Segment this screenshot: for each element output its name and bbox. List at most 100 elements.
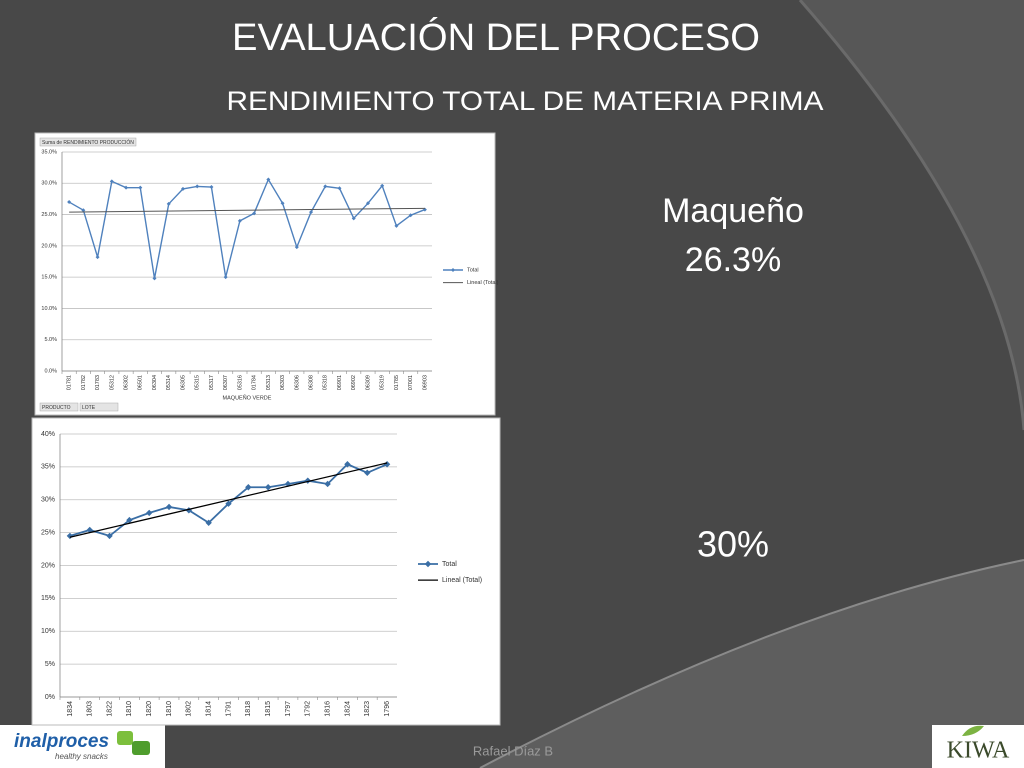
data-point [126,516,133,524]
data-point [223,275,228,280]
x-tick-label: 1803 [87,701,94,717]
y-tick-label: 20.0% [41,243,57,249]
x-tick-label: 1820 [146,701,153,717]
footer: Rafael Díaz B [473,743,553,758]
x-tick-label: 01782 [81,375,87,390]
data-point [324,480,331,488]
data-point [380,183,385,188]
data-point [309,210,314,215]
field-button [79,402,119,412]
data-point [225,500,232,507]
chart-area [31,417,501,726]
logo-icon [132,741,150,755]
x-tick-label: 01781 [67,375,73,390]
data-point [294,245,299,250]
data-point [124,185,129,190]
data-point [165,503,173,511]
legend-label: Lineal (Total) [442,577,482,584]
background-arc-edge [479,559,1024,768]
field-label: PRODUCTO [42,405,71,411]
data-point [138,185,143,190]
logo-tagline: healthy snacks [55,752,108,761]
x-tick-label: 1814 [206,701,213,717]
x-tick-label: 01783 [95,375,101,390]
x-tick-label: 1824 [344,701,351,717]
x-tick-label: 06307 [223,375,229,390]
data-point [408,213,413,218]
y-tick-label: 10.0% [41,306,57,312]
callout: 26.3% [685,241,781,279]
x-tick-label: 1815 [265,701,272,717]
x-axis-label: MAQUEÑO VERDE [223,394,272,401]
logo-text: inalproces [14,731,109,752]
slide-title: EVALUACIÓN DEL PROCESO [232,16,760,59]
x-tick-label: 1802 [186,701,193,717]
y-tick-label: 0.0% [44,368,57,374]
data-point [351,216,356,221]
x-tick-label: 1816 [324,701,331,717]
legend-label: Total [442,561,457,568]
data-point [209,185,214,190]
x-tick-label: 05317 [209,375,215,390]
x-tick-label: 1791 [225,701,232,717]
data-point [67,200,72,205]
data-point [106,532,113,540]
x-tick-label: 05316 [237,375,243,390]
data-point [166,201,171,206]
data-point [252,211,257,216]
field-button [39,137,137,147]
y-tick-label: 35.0% [41,149,57,155]
x-tick-label: 06902 [351,375,357,390]
y-tick-label: 30.0% [41,181,57,187]
x-tick-label: 06901 [337,375,343,390]
x-tick-label: 05318 [323,375,329,390]
data-point [245,484,252,491]
x-tick-label: 05312 [109,375,115,390]
data-point [365,201,370,206]
data-point [323,184,328,189]
x-tick-label: 06303 [280,375,286,390]
y-tick-label: 15% [41,595,55,602]
y-tick-label: 0% [45,694,55,701]
legend-marker [424,560,432,568]
logo-box [932,725,1024,768]
slide-subtitle: RENDIMIENTO TOTAL DE MATERIA PRIMA [227,86,824,116]
x-tick-label: 06309 [365,375,371,390]
x-tick-label: 1818 [245,701,252,717]
data-point [180,186,185,191]
logo-leaf [962,725,984,736]
x-tick-label: 1797 [285,701,292,717]
x-tick-label: 06306 [294,375,300,390]
y-tick-label: 40% [41,431,55,438]
x-tick-label: 06302 [123,375,129,390]
data-point [264,484,272,491]
background-arc-edge [798,0,1024,431]
x-tick-label: 1810 [126,701,133,717]
background-arc [480,560,1024,768]
x-tick-label: 1822 [106,701,113,717]
y-tick-label: 35% [41,464,55,471]
trend-line [69,207,425,213]
data-point [344,461,351,468]
chart-area [34,132,496,416]
data-point [146,509,153,517]
data-point [195,184,200,189]
legend-label: Total [467,267,479,273]
data-point [109,179,114,184]
data-point [337,186,342,191]
y-tick-label: 15.0% [41,275,57,281]
x-tick-label: 06501 [138,375,144,390]
logo-text: KIWA [947,738,1010,764]
field-label: Suma de RENDIMIENTO PRODUCCIÓN [42,139,134,146]
y-tick-label: 25% [41,529,55,536]
data-line [68,177,426,279]
y-tick-label: 30% [41,497,55,504]
x-tick-label: 06304 [152,375,158,390]
logo-icon [117,731,133,745]
x-tick-label: 05313 [266,375,272,390]
x-tick-label: 06305 [180,375,186,390]
x-tick-label: 01785 [394,375,400,390]
data-point [280,201,285,206]
x-tick-label: 05315 [195,375,201,390]
